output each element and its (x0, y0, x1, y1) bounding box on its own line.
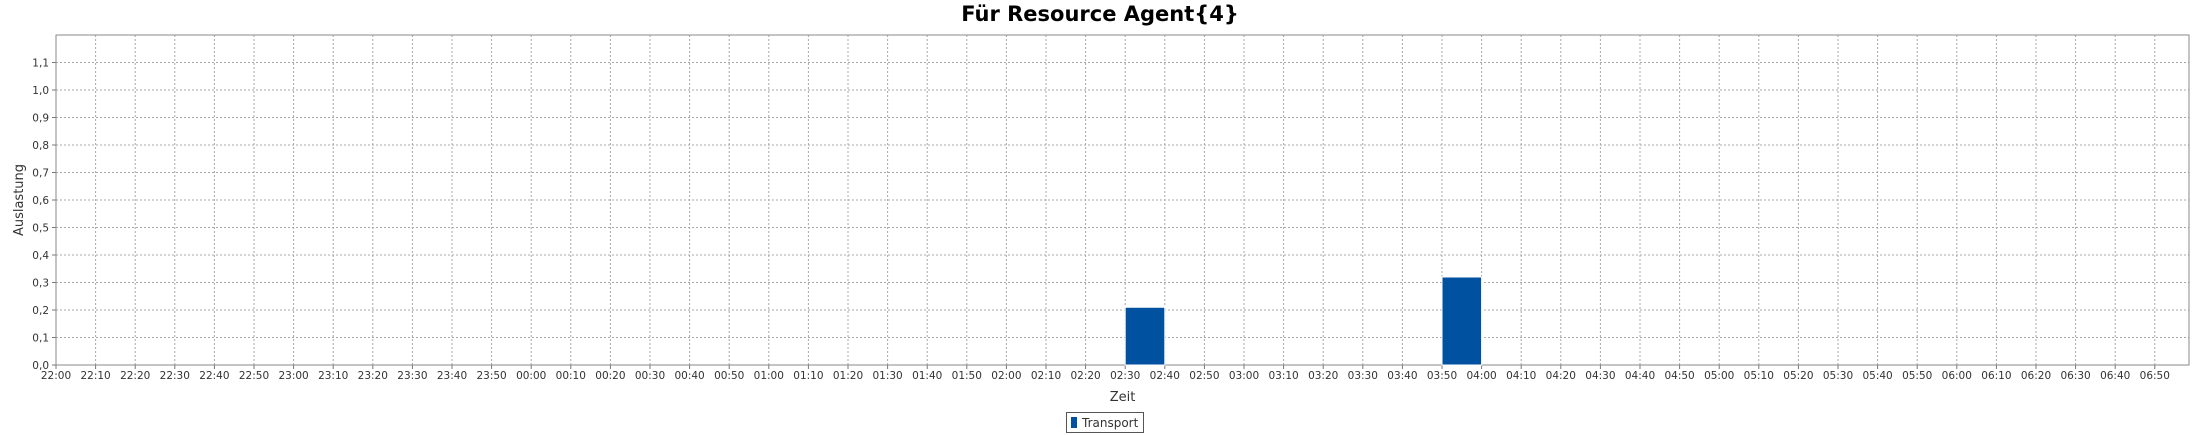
x-tick-label: 02:20 (1070, 370, 1100, 382)
x-tick-label: 22:50 (239, 370, 269, 382)
x-tick-label: 05:30 (1823, 370, 1853, 382)
x-tick-label: 22:30 (160, 370, 190, 382)
y-tick-label: 0,4 (32, 250, 49, 262)
x-tick-label: 22:40 (199, 370, 229, 382)
x-tick-label: 03:10 (1268, 370, 1298, 382)
x-tick-label: 00:40 (674, 370, 704, 382)
x-tick-label: 23:40 (437, 370, 467, 382)
x-tick-label: 00:00 (516, 370, 546, 382)
y-tick-label: 0,7 (32, 168, 49, 180)
x-tick-label: 03:50 (1427, 370, 1457, 382)
y-axis-label: Auslastung (12, 164, 27, 236)
x-tick-label: 01:00 (754, 370, 784, 382)
x-tick-label: 05:10 (1744, 370, 1774, 382)
x-tick-label: 03:20 (1308, 370, 1338, 382)
y-tick-label: 0,6 (32, 195, 49, 207)
x-tick-labels: 22:00 22:10 22:20 22:30 22:40 22:50 23:00 23:10… (41, 370, 2170, 382)
x-tick-label: 00:50 (714, 370, 744, 382)
x-tick-label: 02:10 (1031, 370, 1061, 382)
x-tick-label: 06:10 (1981, 370, 2011, 382)
grid-layer (52, 35, 2189, 369)
x-tick-label: 06:20 (2021, 370, 2051, 382)
y-tick-label: 0,1 (32, 333, 49, 345)
x-tick-label: 06:30 (2060, 370, 2090, 382)
x-tick-label: 22:10 (80, 370, 110, 382)
y-tick-label: 1,0 (32, 85, 49, 97)
x-tick-label: 22:20 (120, 370, 150, 382)
x-tick-label: 01:20 (833, 370, 863, 382)
y-tick-label: 1,1 (32, 58, 49, 70)
y-tick-labels: 0,0 0,1 0,2 0,3 0,4 0,5 0,6 0,7 0,8 0,9 1,0 1,1 (32, 58, 49, 373)
bar-transport (1124, 306, 1166, 366)
chart-title: Für Resource Agent{4} (961, 2, 1239, 26)
x-tick-label: 00:30 (635, 370, 665, 382)
x-axis-label: Zeit (1110, 390, 1136, 405)
x-tick-label: 04:00 (1466, 370, 1496, 382)
x-tick-label: 05:20 (1783, 370, 1813, 382)
x-tick-label: 01:50 (952, 370, 982, 382)
plot-frame (55, 34, 2190, 366)
x-tick-label: 01:10 (793, 370, 823, 382)
x-tick-label: 02:00 (991, 370, 1021, 382)
legend-swatch-transport (1071, 417, 1077, 428)
legend-label-transport: Transport (1082, 415, 1139, 430)
x-tick-label: 01:30 (872, 370, 902, 382)
y-tick-label: 0,9 (32, 113, 49, 125)
x-tick-label: 00:10 (556, 370, 586, 382)
x-tick-label: 05:00 (1704, 370, 1734, 382)
x-tick-label: 03:30 (1348, 370, 1378, 382)
x-tick-label: 04:40 (1625, 370, 1655, 382)
x-tick-label: 23:30 (397, 370, 427, 382)
x-tick-label: 05:50 (1902, 370, 1932, 382)
x-tick-label: 03:40 (1387, 370, 1417, 382)
x-tick-label: 02:30 (1110, 370, 1140, 382)
x-tick-label: 03:00 (1229, 370, 1259, 382)
x-tick-label: 04:50 (1664, 370, 1694, 382)
x-tick-label: 00:20 (595, 370, 625, 382)
x-tick-label: 02:40 (1150, 370, 1180, 382)
x-tick-label: 06:50 (2140, 370, 2170, 382)
x-tick-label: 04:10 (1506, 370, 1536, 382)
y-tick-label: 0,5 (32, 223, 49, 235)
x-tick-label: 23:00 (278, 370, 308, 382)
x-tick-label: 06:00 (1942, 370, 1972, 382)
x-tick-label: 04:20 (1546, 370, 1576, 382)
legend: Transport (1066, 412, 1145, 433)
y-tick-label: 0,8 (32, 140, 49, 152)
x-tick-label: 22:00 (41, 370, 71, 382)
x-tick-label: 02:50 (1189, 370, 1219, 382)
x-tick-label: 01:40 (912, 370, 942, 382)
x-tick-label: 04:30 (1585, 370, 1615, 382)
bars-layer (1124, 276, 1483, 366)
x-tick-label: 06:40 (2100, 370, 2130, 382)
x-tick-label: 23:50 (476, 370, 506, 382)
y-tick-label: 0,2 (32, 305, 49, 317)
x-tick-label: 05:40 (1862, 370, 1892, 382)
x-tick-label: 23:10 (318, 370, 348, 382)
chart-plot: 0,0 0,1 0,2 0,3 0,4 0,5 0,6 0,7 0,8 0,9 1,0 1,1 22:… (12, 34, 2190, 405)
y-tick-label: 0,3 (32, 278, 49, 290)
y-tick-label: 0,0 (32, 360, 49, 372)
bar-transport (1441, 276, 1483, 366)
x-tick-label: 23:20 (358, 370, 388, 382)
